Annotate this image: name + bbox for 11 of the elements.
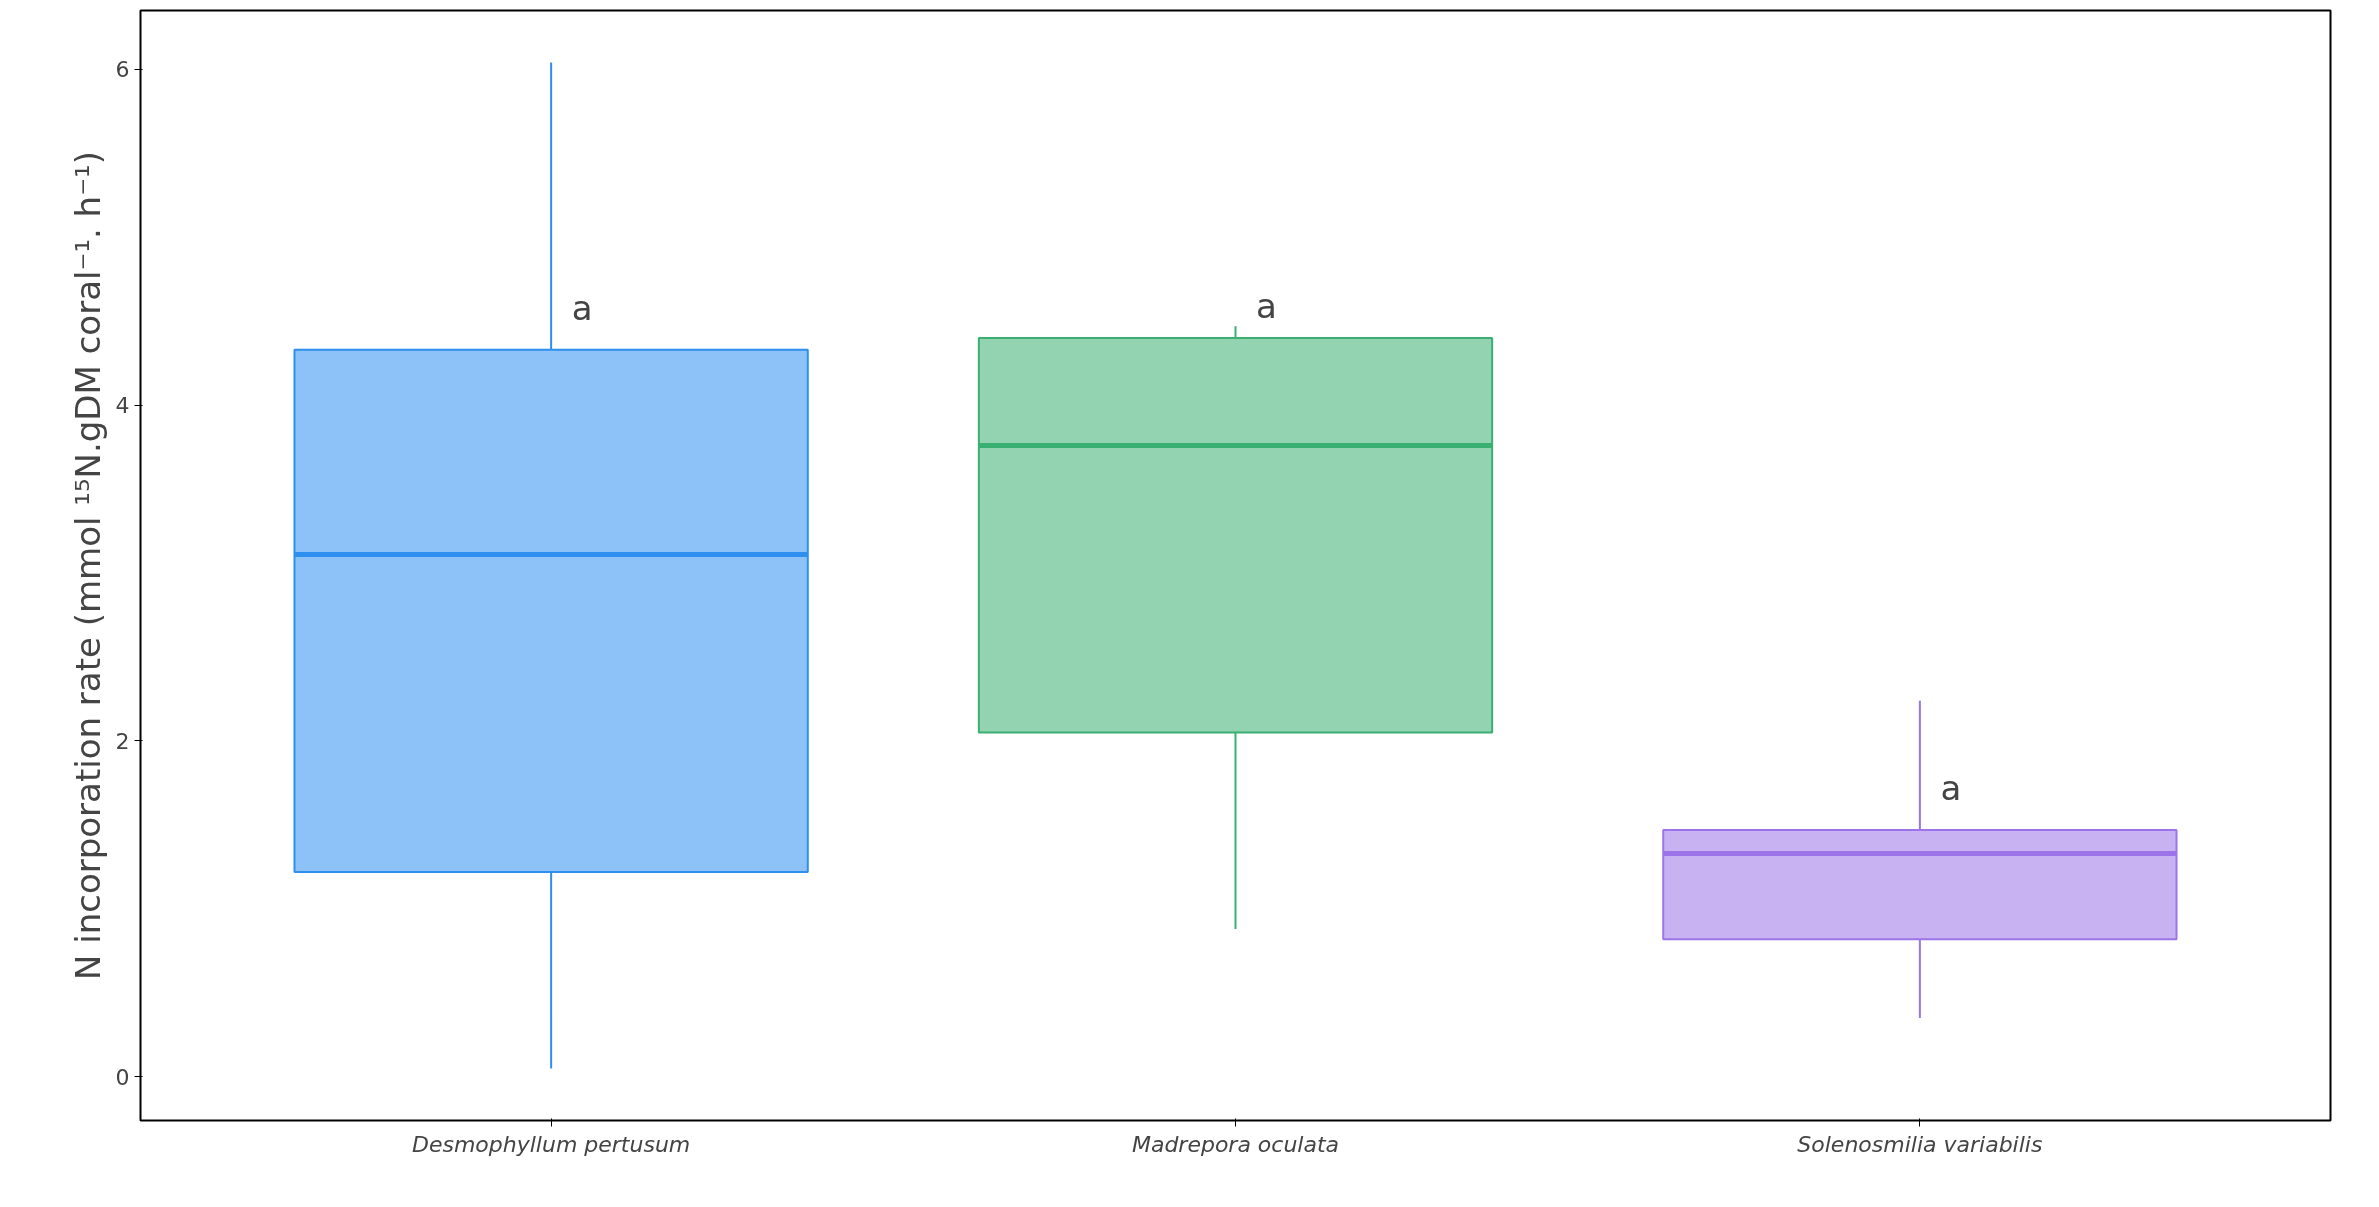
y-tick-label: 6 (115, 57, 130, 83)
annotation: a (1940, 768, 1962, 809)
y-tick-label: 2 (115, 728, 130, 754)
x-tick-label: Desmophyllum pertusum (411, 1131, 691, 1157)
annotation: a (571, 287, 593, 328)
y-axis-title: N incorporation rate (mmol ¹⁵N.gDM coral⁻¹. h⁻¹) (67, 150, 108, 981)
y-tick-label: 4 (115, 393, 130, 419)
annotation: a (1256, 286, 1277, 327)
x-tick-label: Solenosmilia variabilis (1797, 1131, 2043, 1157)
x-tick-label: Madrepora oculata (1131, 1131, 1340, 1157)
y-tick-label: 0 (115, 1064, 130, 1090)
